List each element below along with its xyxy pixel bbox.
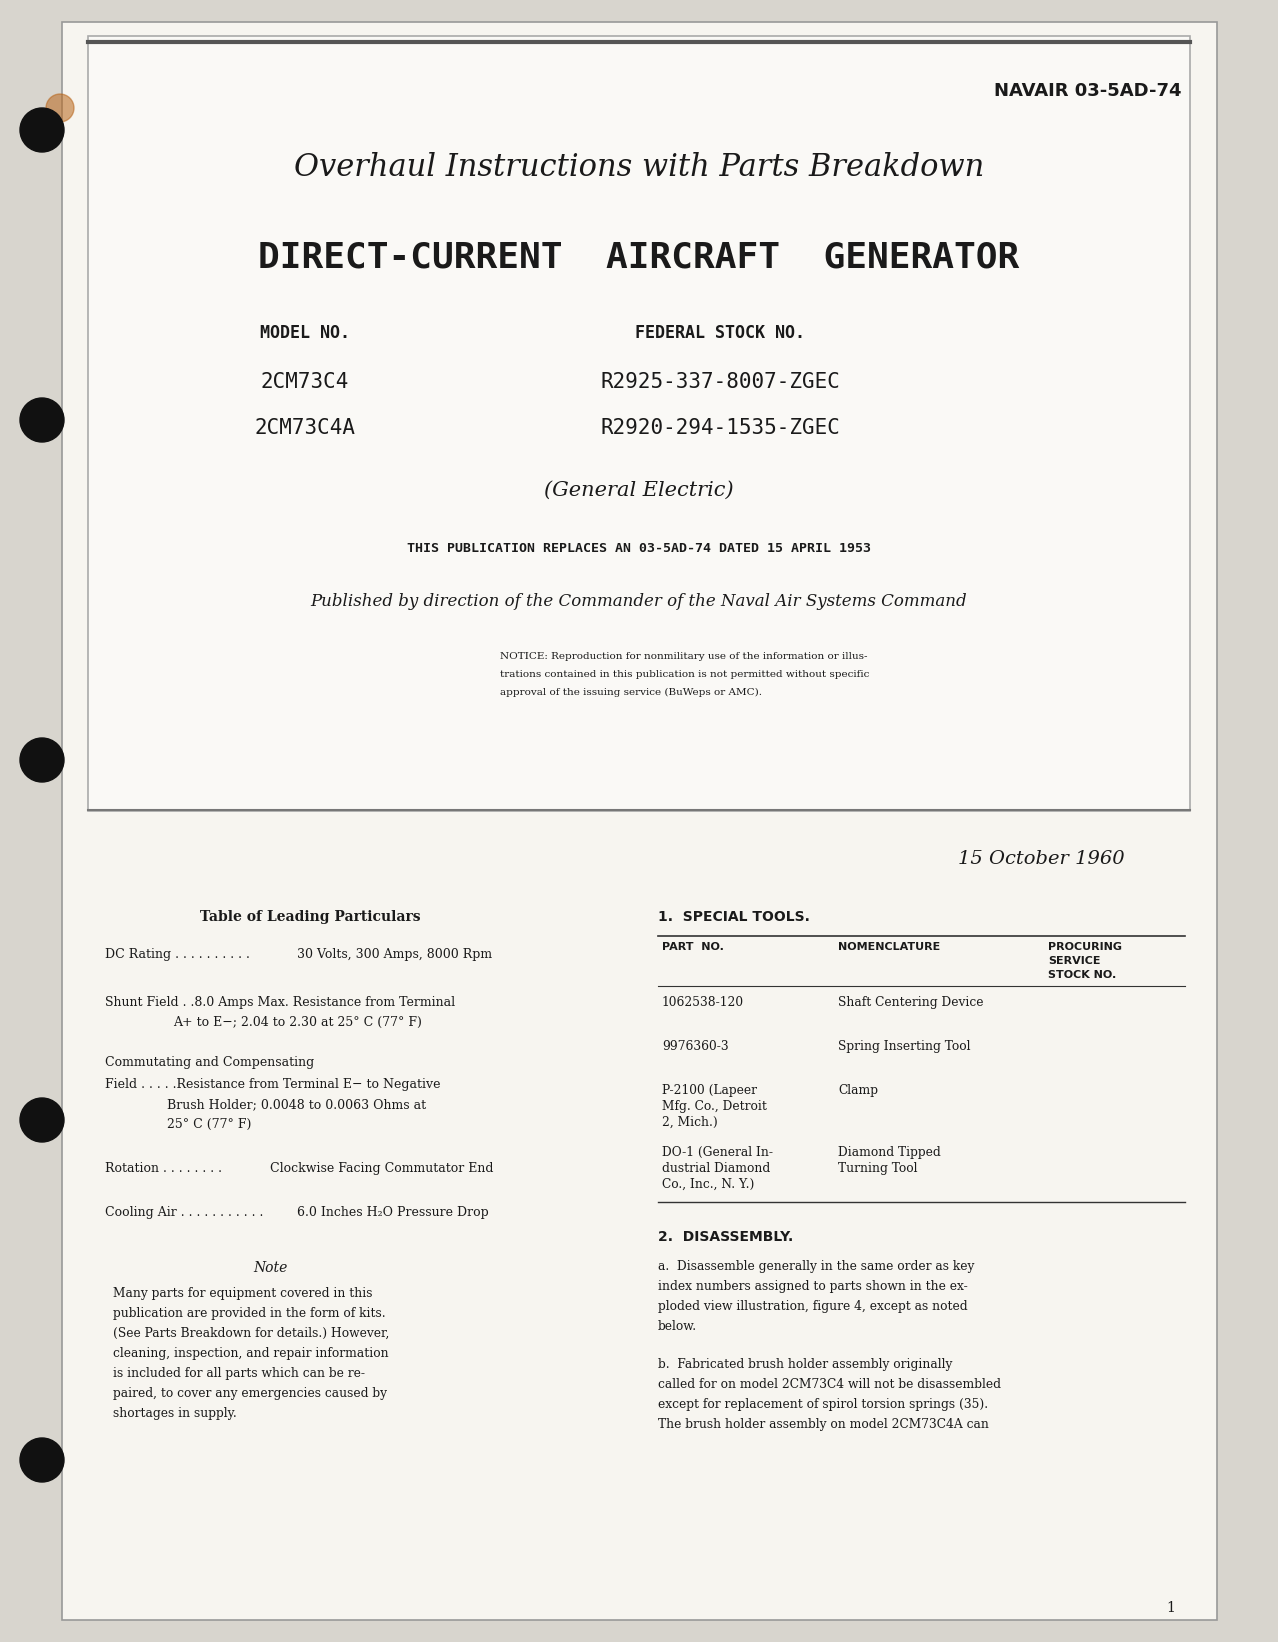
Text: Shaft Centering Device: Shaft Centering Device: [838, 997, 984, 1008]
Text: 1: 1: [1166, 1601, 1174, 1616]
Text: 2CM73C4: 2CM73C4: [261, 373, 349, 392]
Text: P-2100 (Lapeer: P-2100 (Lapeer: [662, 1084, 757, 1097]
Text: Field . . . . .Resistance from Terminal E− to Negative: Field . . . . .Resistance from Terminal …: [105, 1079, 441, 1090]
Text: R2920-294-1535-ZGEC: R2920-294-1535-ZGEC: [601, 419, 840, 438]
Text: 25° C (77° F): 25° C (77° F): [167, 1118, 252, 1131]
Text: is included for all parts which can be re-: is included for all parts which can be r…: [112, 1368, 366, 1379]
Text: Table of Leading Particulars: Table of Leading Particulars: [199, 910, 420, 924]
Text: Many parts for equipment covered in this: Many parts for equipment covered in this: [112, 1287, 372, 1300]
Text: 1.  SPECIAL TOOLS.: 1. SPECIAL TOOLS.: [658, 910, 810, 924]
Text: 2, Mich.): 2, Mich.): [662, 1117, 718, 1130]
Text: Spring Inserting Tool: Spring Inserting Tool: [838, 1039, 970, 1053]
Text: called for on model 2CM73C4 will not be disassembled: called for on model 2CM73C4 will not be …: [658, 1378, 1001, 1391]
Text: (See Parts Breakdown for details.) However,: (See Parts Breakdown for details.) Howev…: [112, 1327, 390, 1340]
Text: PART  NO.: PART NO.: [662, 943, 723, 952]
Text: b.  Fabricated brush holder assembly originally: b. Fabricated brush holder assembly orig…: [658, 1358, 952, 1371]
Text: (General Electric): (General Electric): [544, 481, 734, 499]
Text: The brush holder assembly on model 2CM73C4A can: The brush holder assembly on model 2CM73…: [658, 1419, 989, 1430]
Text: Clockwise Facing Commutator End: Clockwise Facing Commutator End: [270, 1163, 493, 1176]
Text: NAVAIR 03-5AD-74: NAVAIR 03-5AD-74: [994, 82, 1182, 100]
Text: shortages in supply.: shortages in supply.: [112, 1407, 236, 1420]
Circle shape: [20, 397, 64, 442]
Text: DO-1 (General In-: DO-1 (General In-: [662, 1146, 773, 1159]
Text: Overhaul Instructions with Parts Breakdown: Overhaul Instructions with Parts Breakdo…: [294, 153, 984, 184]
Text: PROCURING: PROCURING: [1048, 943, 1122, 952]
Text: DIRECT-CURRENT  AIRCRAFT  GENERATOR: DIRECT-CURRENT AIRCRAFT GENERATOR: [258, 241, 1020, 274]
Text: STOCK NO.: STOCK NO.: [1048, 970, 1116, 980]
Text: MODEL NO.: MODEL NO.: [259, 323, 350, 342]
Text: NOTICE: Reproduction for nonmilitary use of the information or illus-: NOTICE: Reproduction for nonmilitary use…: [500, 652, 868, 662]
Text: A+ to E−; 2.04 to 2.30 at 25° C (77° F): A+ to E−; 2.04 to 2.30 at 25° C (77° F): [173, 1016, 422, 1030]
Text: R2925-337-8007-ZGEC: R2925-337-8007-ZGEC: [601, 373, 840, 392]
Text: NOMENCLATURE: NOMENCLATURE: [838, 943, 941, 952]
Circle shape: [46, 94, 74, 122]
Circle shape: [20, 108, 64, 153]
Text: DC Rating . . . . . . . . . .: DC Rating . . . . . . . . . .: [105, 947, 250, 961]
Text: THIS PUBLICATION REPLACES AN 03-5AD-74 DATED 15 APRIL 1953: THIS PUBLICATION REPLACES AN 03-5AD-74 D…: [406, 542, 872, 555]
Circle shape: [20, 1098, 64, 1141]
Text: ploded view illustration, figure 4, except as noted: ploded view illustration, figure 4, exce…: [658, 1300, 967, 1314]
Text: publication are provided in the form of kits.: publication are provided in the form of …: [112, 1307, 386, 1320]
Text: 30 Volts, 300 Amps, 8000 Rpm: 30 Volts, 300 Amps, 8000 Rpm: [296, 947, 492, 961]
Text: Commutating and Compensating: Commutating and Compensating: [105, 1056, 314, 1069]
Text: Brush Holder; 0.0048 to 0.0063 Ohms at: Brush Holder; 0.0048 to 0.0063 Ohms at: [167, 1098, 426, 1112]
Text: a.  Disassemble generally in the same order as key: a. Disassemble generally in the same ord…: [658, 1259, 974, 1273]
Text: SERVICE: SERVICE: [1048, 956, 1100, 965]
Text: index numbers assigned to parts shown in the ex-: index numbers assigned to parts shown in…: [658, 1281, 967, 1292]
Text: Turning Tool: Turning Tool: [838, 1163, 918, 1176]
Text: Clamp: Clamp: [838, 1084, 878, 1097]
Text: 2CM73C4A: 2CM73C4A: [254, 419, 355, 438]
Text: below.: below.: [658, 1320, 697, 1333]
Circle shape: [20, 1438, 64, 1483]
Text: dustrial Diamond: dustrial Diamond: [662, 1163, 771, 1176]
Text: except for replacement of spirol torsion springs (35).: except for replacement of spirol torsion…: [658, 1397, 988, 1410]
Text: 15 October 1960: 15 October 1960: [958, 851, 1125, 869]
Text: FEDERAL STOCK NO.: FEDERAL STOCK NO.: [635, 323, 805, 342]
Text: Mfg. Co., Detroit: Mfg. Co., Detroit: [662, 1100, 767, 1113]
Text: Rotation . . . . . . . .: Rotation . . . . . . . .: [105, 1163, 222, 1176]
Text: paired, to cover any emergencies caused by: paired, to cover any emergencies caused …: [112, 1387, 387, 1401]
Text: Diamond Tipped: Diamond Tipped: [838, 1146, 941, 1159]
Text: 1062538-120: 1062538-120: [662, 997, 744, 1008]
Circle shape: [20, 737, 64, 782]
Text: Note: Note: [253, 1261, 288, 1274]
Text: approval of the issuing service (BuWeps or AMC).: approval of the issuing service (BuWeps …: [500, 688, 762, 698]
Text: 2.  DISASSEMBLY.: 2. DISASSEMBLY.: [658, 1230, 794, 1245]
Text: cleaning, inspection, and repair information: cleaning, inspection, and repair informa…: [112, 1346, 389, 1360]
Bar: [88, 36, 1190, 811]
Text: 9976360-3: 9976360-3: [662, 1039, 728, 1053]
Text: trations contained in this publication is not permitted without specific: trations contained in this publication i…: [500, 670, 869, 680]
Text: Co., Inc., N. Y.): Co., Inc., N. Y.): [662, 1177, 754, 1190]
Text: Shunt Field . .8.0 Amps Max. Resistance from Terminal: Shunt Field . .8.0 Amps Max. Resistance …: [105, 997, 455, 1008]
Text: Published by direction of the Commander of the Naval Air Systems Command: Published by direction of the Commander …: [311, 593, 967, 611]
Text: 6.0 Inches H₂O Pressure Drop: 6.0 Inches H₂O Pressure Drop: [296, 1205, 488, 1218]
Text: Cooling Air . . . . . . . . . . .: Cooling Air . . . . . . . . . . .: [105, 1205, 263, 1218]
